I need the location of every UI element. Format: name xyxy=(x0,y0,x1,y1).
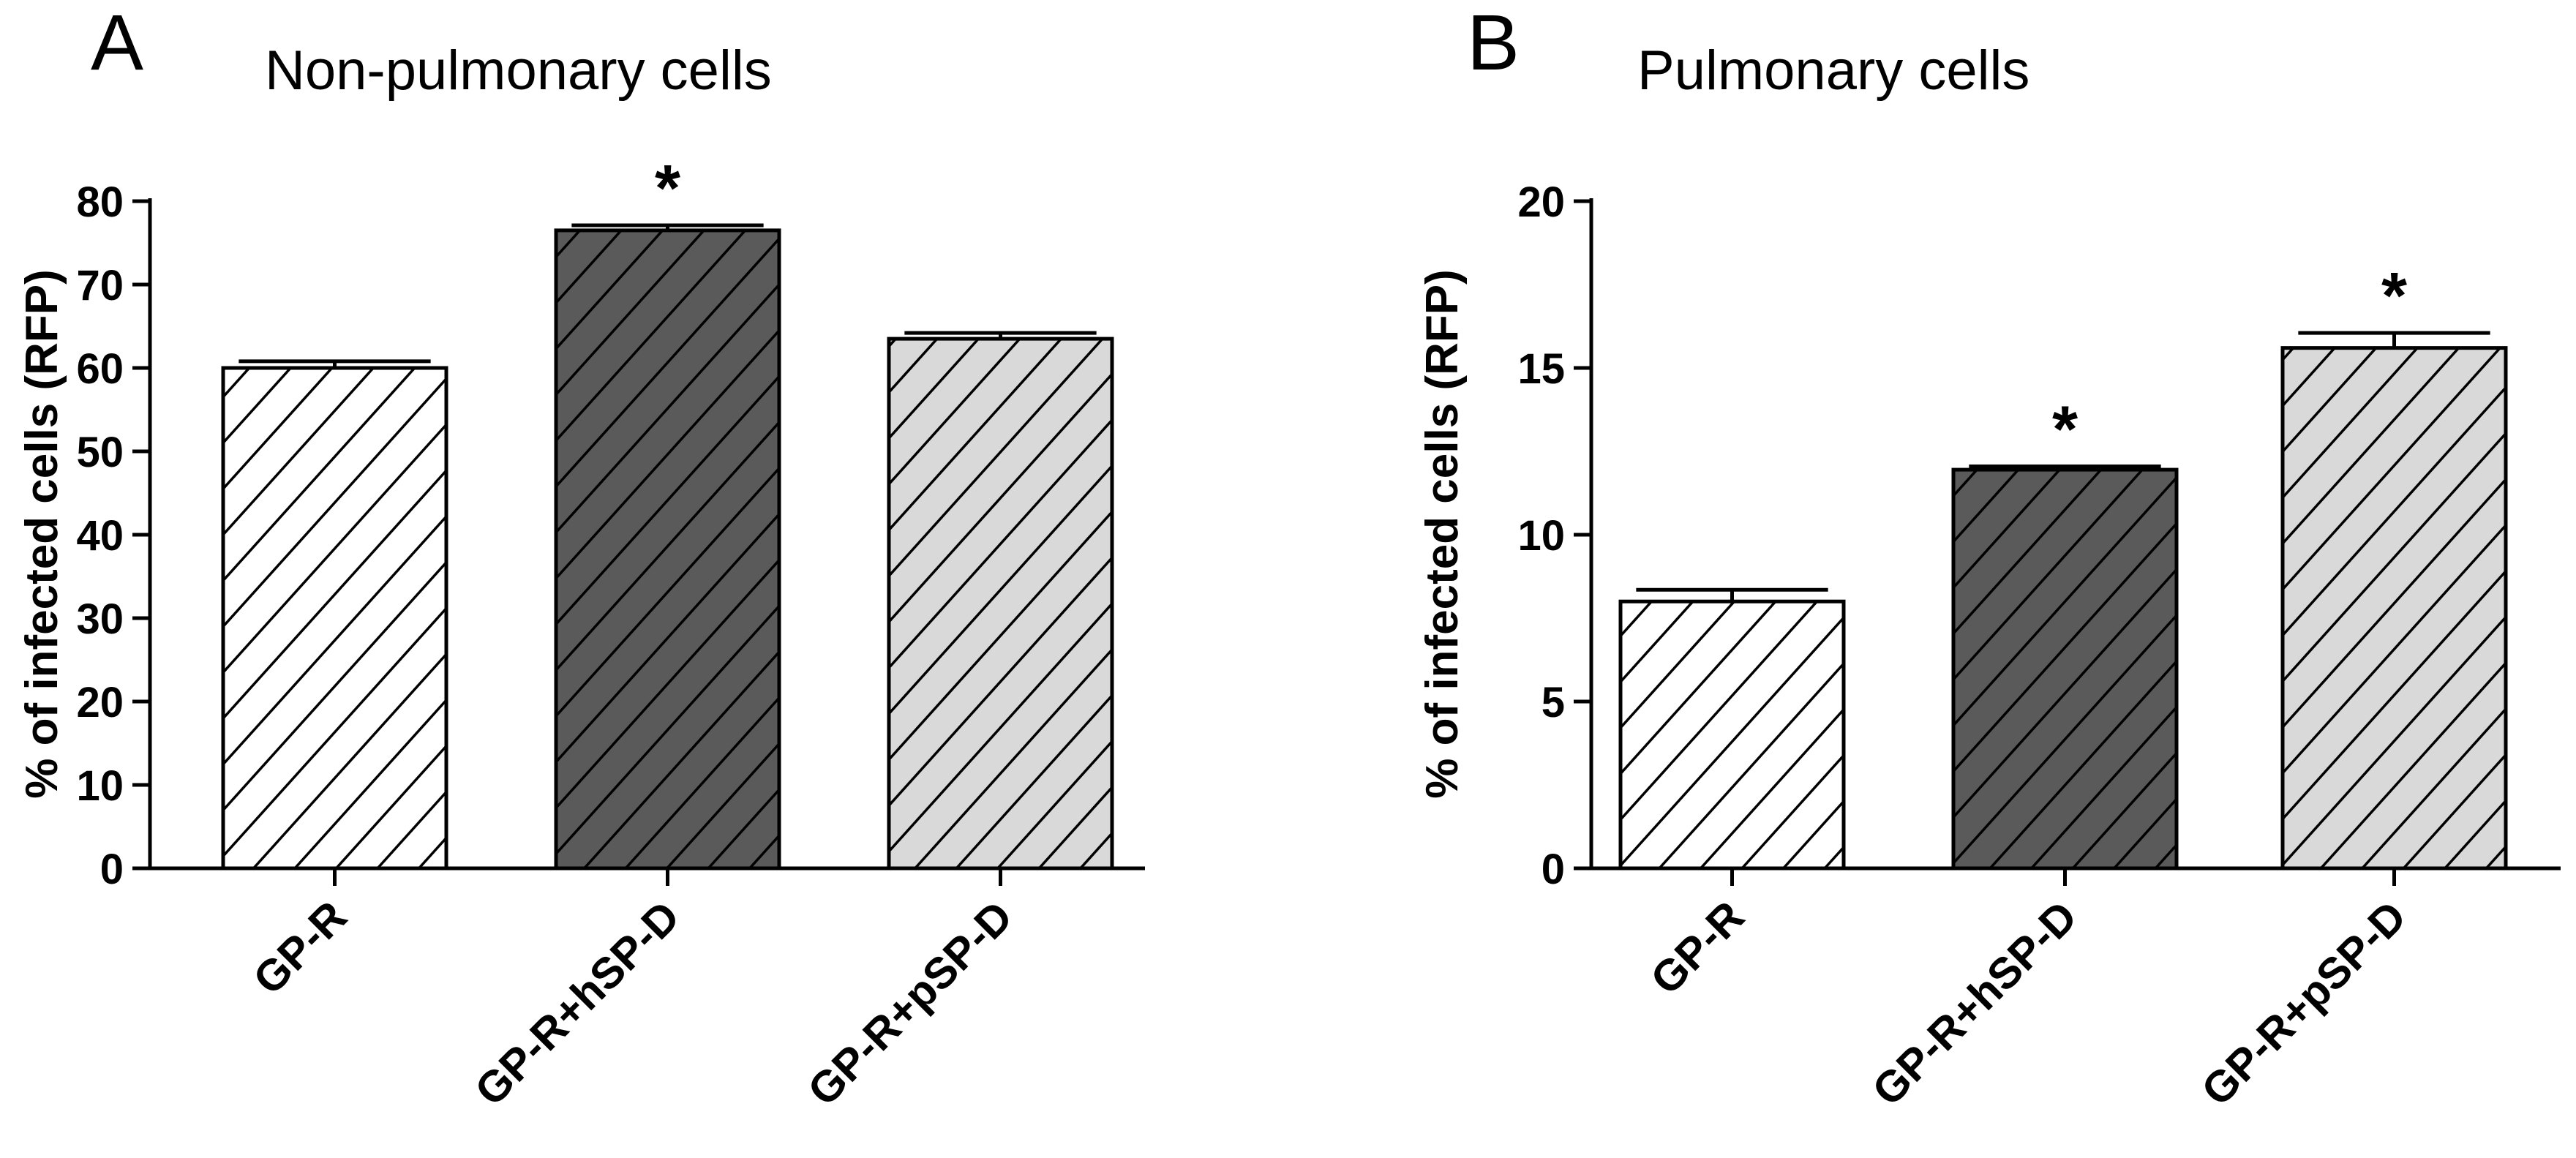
y-tick-label: 50 xyxy=(76,429,124,476)
y-tick-label: 5 xyxy=(1542,679,1565,726)
panel-letter: B xyxy=(1467,0,1520,86)
y-tick-label: 40 xyxy=(76,512,124,560)
y-tick-label: 70 xyxy=(76,262,124,309)
significance-marker: * xyxy=(2381,260,2407,333)
bar xyxy=(1951,467,2179,871)
y-axis-label: % of infected cells (RFP) xyxy=(17,269,67,798)
y-tick-label: 80 xyxy=(76,178,124,226)
y-axis-label: % of infected cells (RFP) xyxy=(1417,269,1468,798)
chart-title: Non-pulmonary cells xyxy=(265,40,772,102)
bar xyxy=(1618,599,1846,871)
y-tick-label: 15 xyxy=(1517,345,1565,393)
significance-marker: * xyxy=(655,152,680,225)
y-tick-label: 60 xyxy=(76,345,124,393)
category-label: GP-R xyxy=(1641,892,1753,1004)
y-tick-label: 20 xyxy=(76,679,124,726)
y-tick-label: 0 xyxy=(100,846,124,893)
category-label: GP-R+hSP-D xyxy=(1863,892,2087,1116)
panel-letter: A xyxy=(91,0,143,86)
y-tick-label: 10 xyxy=(1517,512,1565,560)
significance-marker: * xyxy=(2052,394,2078,467)
category-label: GP-R+hSP-D xyxy=(465,892,689,1116)
panel-b-chart: B Pulmonary cells % of infected cells (RFP… xyxy=(1417,0,2561,1115)
y-tick-label: 0 xyxy=(1542,846,1565,893)
y-tick-label: 20 xyxy=(1517,178,1565,226)
y-tick-label: 10 xyxy=(76,762,124,810)
bar xyxy=(221,366,448,871)
chart-title: Pulmonary cells xyxy=(1637,40,2029,102)
category-label: GP-R xyxy=(244,892,356,1004)
bar xyxy=(887,337,1114,871)
y-tick-label: 30 xyxy=(76,595,124,643)
category-label: GP-R+pSP-D xyxy=(798,892,1022,1116)
panel-a-chart: A Non-pulmonary cells % of infected cells … xyxy=(17,0,1145,1115)
category-label: GP-R+pSP-D xyxy=(2192,892,2416,1116)
bar xyxy=(554,228,781,871)
bar xyxy=(2280,346,2508,871)
